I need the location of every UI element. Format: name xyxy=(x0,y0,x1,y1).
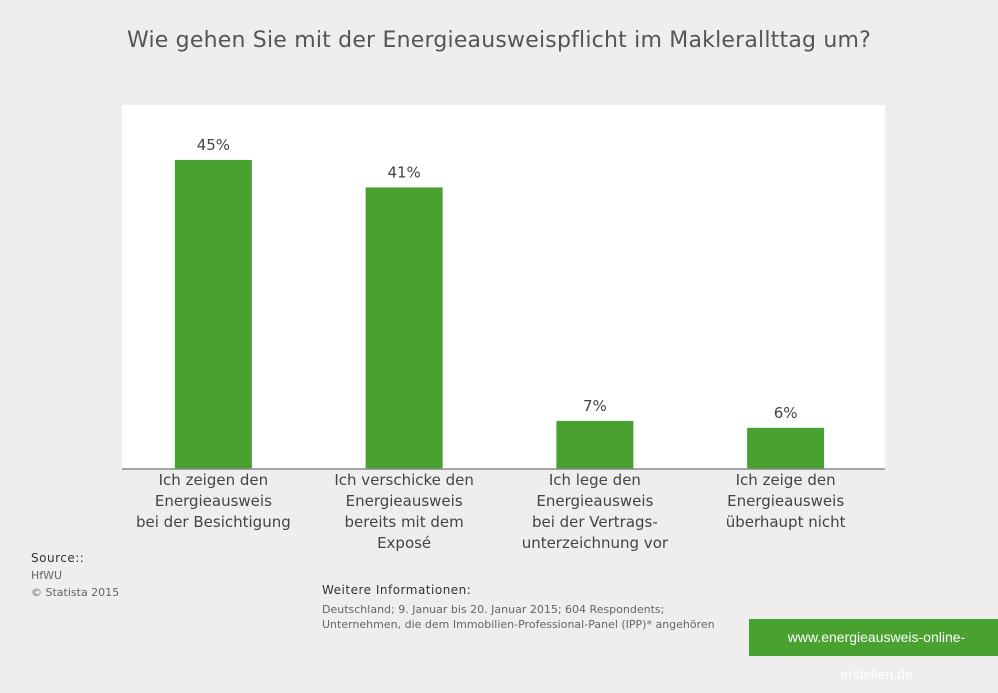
info-heading: Weitere Informationen: xyxy=(322,583,472,597)
category-label-2: Ich lege den Energieausweis bei der Vertra… xyxy=(522,471,669,552)
bar-3 xyxy=(747,427,825,469)
data-label-2: 7% xyxy=(583,397,607,415)
bar-0 xyxy=(174,159,252,469)
category-label-3: Ich zeige den Energieausweis überhaupt nic… xyxy=(726,471,846,531)
bar-1 xyxy=(365,187,443,469)
bar-2 xyxy=(556,420,634,469)
data-label-1: 41% xyxy=(387,163,420,181)
data-label-3: 6% xyxy=(774,404,798,422)
source-copyright: © Statista 2015 xyxy=(31,586,120,599)
source-heading: Source:: xyxy=(31,551,85,565)
category-label-0: Ich zeigen den Energieausweis bei der Besi… xyxy=(136,471,291,531)
bar-chart: 45% Ich zeigen den Energieausweis bei der B… xyxy=(122,136,885,552)
info-line-2: Unternehmen, die dem Immobilien-Professi… xyxy=(322,618,715,631)
data-label-0: 45% xyxy=(197,136,230,154)
info-line-1: Deutschland; 9. Januar bis 20. Januar 20… xyxy=(322,603,665,616)
website-banner[interactable]: www.energieausweis-online-erstellen.de xyxy=(749,619,998,682)
source-name: HfWU xyxy=(31,569,63,582)
chart-title: Wie gehen Sie mit der Energieausweispfli… xyxy=(126,28,872,53)
category-label-1: Ich verschicke den Energieausweis bereits … xyxy=(334,471,474,552)
